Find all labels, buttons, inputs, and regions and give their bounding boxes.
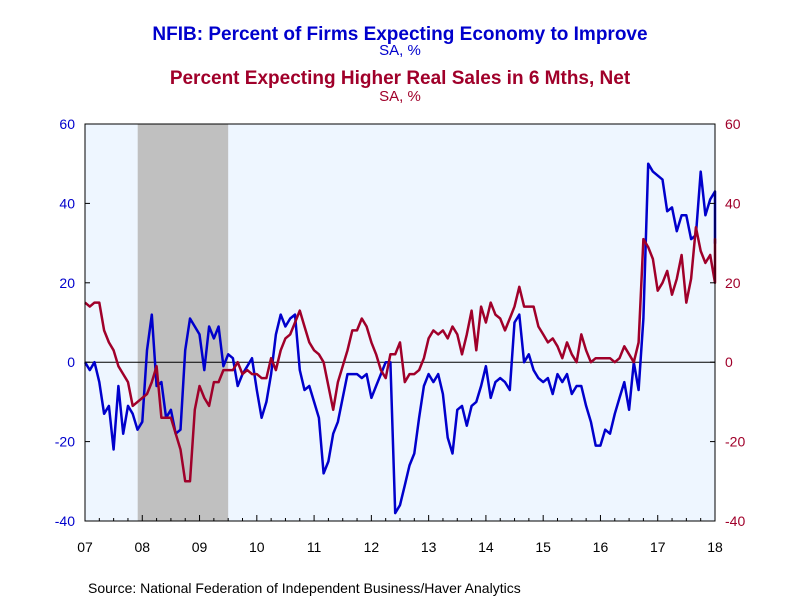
x-tick-label: 07 bbox=[77, 539, 93, 555]
axes-layer: -40 -20 0 20 40 60 -40 -20 0 20 40 60 07 08 09 10 11 12 13… bbox=[55, 116, 746, 555]
x-tick-label: 12 bbox=[364, 539, 380, 555]
y-left-tick-label: 60 bbox=[59, 116, 75, 132]
series-line-economy-improve bbox=[83, 162, 717, 515]
y-left-tick-label: 20 bbox=[59, 275, 75, 291]
x-tick-label: 17 bbox=[650, 539, 666, 555]
series-layer bbox=[83, 162, 717, 515]
x-tick-label: 18 bbox=[707, 539, 723, 555]
x-tick-label: 10 bbox=[249, 539, 265, 555]
chart-subtitle-units: SA, % bbox=[379, 88, 421, 105]
y-right-tick-label: 20 bbox=[725, 275, 741, 291]
y-right-tick-label: 0 bbox=[725, 354, 733, 370]
source-note: Source: National Federation of Independe… bbox=[88, 580, 521, 596]
chart-subtitle: Percent Expecting Higher Real Sales in 6… bbox=[170, 68, 631, 89]
y-right-tick-label: 40 bbox=[725, 195, 741, 211]
y-left-tick-label: 40 bbox=[59, 195, 75, 211]
x-tick-label: 14 bbox=[478, 539, 494, 555]
x-tick-label: 11 bbox=[307, 539, 322, 555]
y-left-tick-label: -20 bbox=[55, 434, 75, 450]
y-left-tick-label: -40 bbox=[55, 513, 75, 529]
y-right-tick-label: -20 bbox=[725, 434, 745, 450]
chart-title: NFIB: Percent of Firms Expecting Economy… bbox=[152, 24, 647, 45]
x-tick-label: 13 bbox=[421, 539, 437, 555]
y-left-tick-label: 0 bbox=[67, 354, 75, 370]
x-tick-label: 15 bbox=[535, 539, 551, 555]
y-right-tick-label: 60 bbox=[725, 116, 741, 132]
x-tick-label: 09 bbox=[192, 539, 208, 555]
y-right-tick-label: -40 bbox=[725, 513, 745, 529]
x-tick-label: 08 bbox=[134, 539, 150, 555]
chart-title-units: SA, % bbox=[379, 42, 421, 59]
series-line-higher-sales bbox=[84, 225, 717, 483]
x-tick-label: 16 bbox=[593, 539, 609, 555]
